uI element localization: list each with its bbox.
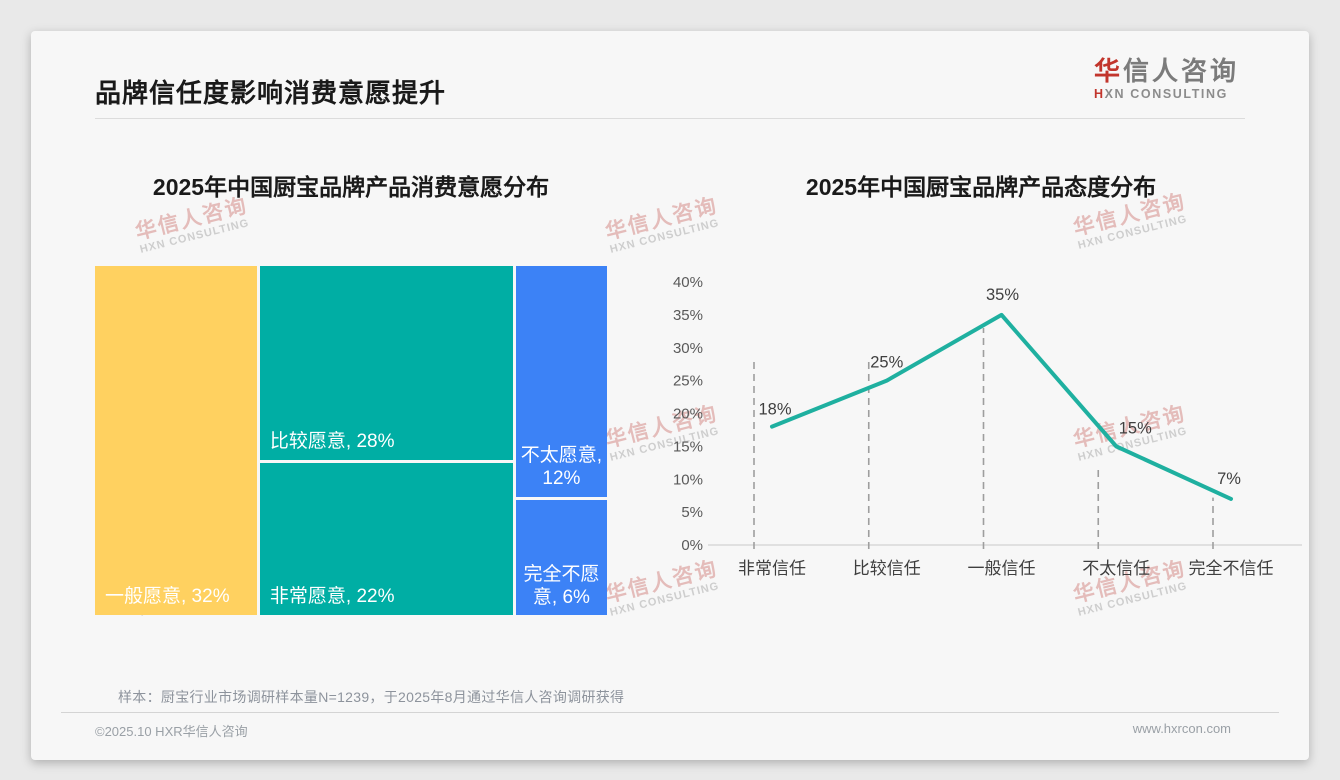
y-axis-label: 5%	[681, 504, 703, 521]
logo-en-text: XN CONSULTING	[1104, 86, 1228, 101]
copyright: ©2025.10 HXR华信人咨询	[95, 724, 248, 739]
y-axis-label: 10%	[673, 471, 703, 488]
data-label: 25%	[870, 354, 903, 372]
treemap-cell-4: 不太愿意, 12%	[515, 266, 607, 497]
treemap-cell-label: 完全不愿意, 6%	[523, 563, 600, 608]
watermark-en-text: HXN CONSULTING	[608, 217, 721, 256]
company-logo: 华信人咨询 HXN CONSULTING	[1094, 57, 1239, 101]
line-chart: 0% 5% 10% 15% 20% 25% 30% 35% 40% 非常信任 比较信任 一般信任 不太信…	[673, 274, 1302, 578]
title-underline	[95, 118, 1245, 119]
y-axis-label: 35%	[673, 307, 703, 324]
y-axis-label: 20%	[673, 406, 703, 423]
treemap-title: 2025年中国厨宝品牌产品消费意愿分布	[152, 174, 550, 200]
treemap-cell-1: 一般愿意, 32%	[95, 266, 257, 615]
data-label: 18%	[758, 401, 791, 419]
page-title: 品牌信任度影响消费意愿提升	[95, 78, 447, 108]
website-link[interactable]: www.hxrcon.com	[1132, 721, 1231, 736]
watermark-en-text: HXN CONSULTING	[138, 217, 251, 256]
line-chart-title: 2025年中国厨宝品牌产品态度分布	[805, 174, 1157, 200]
y-axis-label: 15%	[673, 438, 703, 455]
x-axis-label: 非常信任	[738, 559, 806, 578]
y-axis-label: 40%	[673, 274, 703, 291]
treemap-chart: 一般愿意, 32% 比较愿意, 28% 非常愿意, 22% 不太愿意, 12% 完全不愿…	[95, 266, 607, 615]
logo-cn-text: 信人咨询	[1122, 56, 1239, 86]
x-axis-label: 比较信任	[853, 559, 921, 578]
treemap-cell-2: 比较愿意, 28%	[259, 266, 513, 460]
logo-cn-accent: 华	[1093, 56, 1123, 86]
slide-card: 华信人咨询 HXN CONSULTING 华信人咨询 HXN CONSULTING 华信…	[31, 31, 1309, 760]
data-label: 15%	[1119, 419, 1152, 437]
data-label: 35%	[986, 286, 1019, 304]
sample-note: 样本：厨宝行业市场调研样本量N=1239，于2025年8月通过华信人咨询调研获得	[118, 689, 625, 705]
footer-divider	[61, 712, 1279, 713]
y-axis-label: 30%	[673, 340, 703, 357]
treemap-cell-label: 比较愿意, 28%	[269, 430, 395, 452]
data-label: 7%	[1217, 470, 1241, 488]
logo-en-accent: H	[1093, 86, 1105, 101]
logo-cn: 华信人咨询	[1094, 57, 1239, 86]
treemap-cell-5: 完全不愿意, 6%	[515, 499, 607, 615]
y-axis-label: 0%	[681, 537, 703, 554]
trend-line	[770, 312, 1233, 501]
watermark-en-text: HXN CONSULTING	[1076, 213, 1189, 252]
treemap-cell-label: 一般愿意, 32%	[105, 585, 230, 607]
treemap-cell-label: 不太愿意, 12%	[520, 445, 603, 490]
x-axis-label: 不太信任	[1082, 559, 1150, 578]
x-axis-label: 一般信任	[968, 559, 1036, 578]
x-axis-label: 完全不信任	[1189, 559, 1274, 578]
treemap-cell-label: 非常愿意, 22%	[269, 585, 395, 607]
y-axis-label: 25%	[673, 373, 703, 390]
treemap-cell-3: 非常愿意, 22%	[259, 462, 513, 615]
logo-en: HXN CONSULTING	[1094, 87, 1239, 101]
